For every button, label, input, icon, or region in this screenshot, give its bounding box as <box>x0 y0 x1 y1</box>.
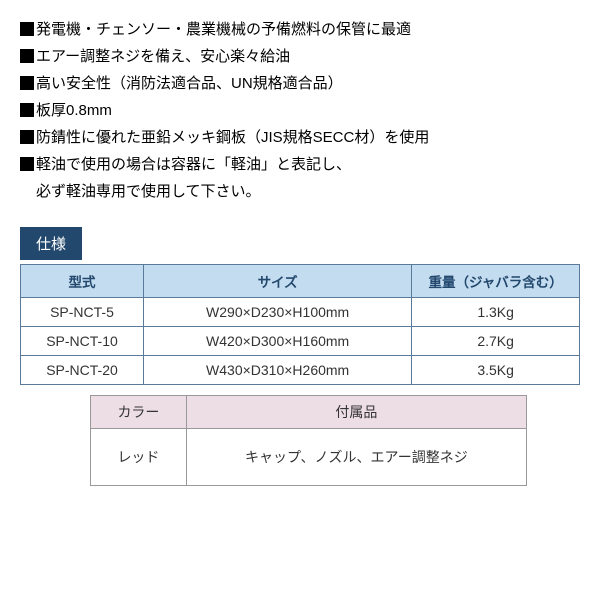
square-bullet-icon <box>20 157 34 171</box>
cell-size: W290×D230×H100mm <box>143 298 411 327</box>
bullet-item: 高い安全性（消防法適合品、UN規格適合品） <box>20 70 580 97</box>
header-size: サイズ <box>143 265 411 298</box>
header-accessories: 付属品 <box>186 396 526 429</box>
square-bullet-icon <box>20 103 34 117</box>
bullet-text: 防錆性に優れた亜鉛メッキ鋼板（JIS規格SECC材）を使用 <box>36 124 580 151</box>
sub-table: カラー 付属品 レッド キャップ、ノズル、エアー調整ネジ <box>90 395 527 486</box>
bullet-item: 軽油で使用の場合は容器に「軽油」と表記し、 <box>20 151 580 178</box>
bullet-text: 発電機・チェンソー・農業機械の予備燃料の保管に最適 <box>36 16 580 43</box>
bullet-item: 防錆性に優れた亜鉛メッキ鋼板（JIS規格SECC材）を使用 <box>20 124 580 151</box>
bullet-item: 発電機・チェンソー・農業機械の予備燃料の保管に最適 <box>20 16 580 43</box>
bullet-continuation: 必ず軽油専用で使用して下さい。 <box>36 178 580 205</box>
cell-weight: 1.3Kg <box>412 298 580 327</box>
cell-weight: 3.5Kg <box>412 356 580 385</box>
square-bullet-icon <box>20 130 34 144</box>
table-row: SP-NCT-5 W290×D230×H100mm 1.3Kg <box>21 298 580 327</box>
feature-bullet-list: 発電機・チェンソー・農業機械の予備燃料の保管に最適 エアー調整ネジを備え、安心楽… <box>20 16 580 205</box>
bullet-text: 軽油で使用の場合は容器に「軽油」と表記し、 <box>36 151 580 178</box>
table-row: SP-NCT-20 W430×D310×H260mm 3.5Kg <box>21 356 580 385</box>
cell-size: W420×D300×H160mm <box>143 327 411 356</box>
bullet-item: 板厚0.8mm <box>20 97 580 124</box>
bullet-item: エアー調整ネジを備え、安心楽々給油 <box>20 43 580 70</box>
cell-size: W430×D310×H260mm <box>143 356 411 385</box>
header-weight: 重量（ジャバラ含む） <box>412 265 580 298</box>
square-bullet-icon <box>20 22 34 36</box>
table-header-row: 型式 サイズ 重量（ジャバラ含む） <box>21 265 580 298</box>
header-model: 型式 <box>21 265 144 298</box>
table-row: レッド キャップ、ノズル、エアー調整ネジ <box>91 429 527 486</box>
cell-model: SP-NCT-20 <box>21 356 144 385</box>
spec-section-label: 仕様 <box>20 227 82 260</box>
table-row: SP-NCT-10 W420×D300×H160mm 2.7Kg <box>21 327 580 356</box>
cell-model: SP-NCT-5 <box>21 298 144 327</box>
cell-color: レッド <box>91 429 187 486</box>
bullet-text: 板厚0.8mm <box>36 97 580 124</box>
square-bullet-icon <box>20 49 34 63</box>
spec-table: 型式 サイズ 重量（ジャバラ含む） SP-NCT-5 W290×D230×H10… <box>20 264 580 385</box>
header-color: カラー <box>91 396 187 429</box>
bullet-text: エアー調整ネジを備え、安心楽々給油 <box>36 43 580 70</box>
cell-model: SP-NCT-10 <box>21 327 144 356</box>
cell-weight: 2.7Kg <box>412 327 580 356</box>
table-header-row: カラー 付属品 <box>91 396 527 429</box>
square-bullet-icon <box>20 76 34 90</box>
bullet-text: 高い安全性（消防法適合品、UN規格適合品） <box>36 70 580 97</box>
cell-accessories: キャップ、ノズル、エアー調整ネジ <box>186 429 526 486</box>
